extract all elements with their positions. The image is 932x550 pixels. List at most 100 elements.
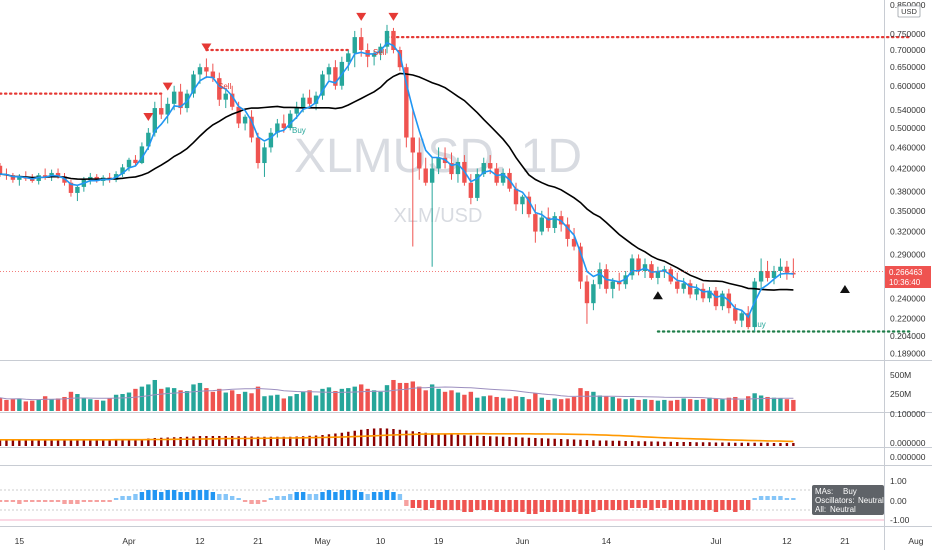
volume-bar-56: [359, 384, 364, 411]
volume-bar-95: [610, 396, 615, 411]
osc-bar-122: [785, 443, 789, 446]
volume-bar-51: [326, 387, 332, 411]
tech-bar-9: [55, 500, 61, 502]
candle-body-37: [236, 106, 241, 124]
rating-mas-value: Buy: [843, 487, 857, 496]
tech-bar-121: [778, 496, 783, 500]
volume-bar-72: [462, 394, 467, 411]
volume-bar-122: [784, 399, 790, 411]
volume-bar-23: [146, 384, 151, 411]
candle-body-71: [455, 161, 461, 175]
volume-bar-96: [617, 398, 622, 411]
tech-bar-112: [720, 500, 725, 510]
tech-bar-1: [4, 500, 9, 502]
tech-bar-64: [410, 500, 415, 508]
tech-bar-39: [249, 500, 254, 504]
osc-bar-64: [411, 431, 414, 446]
volume-bar-20: [126, 392, 132, 411]
candle-body-118: [758, 270, 764, 282]
tech-bar-46: [294, 492, 299, 500]
osc-bar-21: [134, 439, 137, 446]
rating-osc-label: Oscillators:: [815, 496, 855, 505]
tech-bar-63: [404, 500, 409, 506]
tech-bar-42: [268, 498, 274, 500]
tech-bar-32: [204, 490, 209, 500]
rating-all-value: Neutral: [830, 505, 856, 514]
candle-body-30: [191, 74, 196, 94]
osc-bar-81: [521, 437, 524, 446]
volume-bar-63: [404, 382, 409, 411]
candle-body-66: [423, 168, 428, 183]
tech-bar-4: [23, 500, 28, 502]
candle-body-84: [539, 217, 544, 232]
osc-axis-high: 0.100000: [890, 409, 926, 419]
osc-bar-59: [379, 428, 382, 446]
candle-body-38: [242, 116, 248, 124]
tech-axis-pos: 1.00: [890, 476, 907, 486]
osc-bar-10: [63, 439, 66, 446]
candle-body-99: [636, 258, 641, 271]
osc-bar-9: [56, 439, 60, 446]
candle-body-76: [488, 163, 493, 169]
volume-bar-30: [191, 384, 196, 411]
osc-bar-30: [192, 436, 195, 446]
sell-marker-2: [201, 43, 212, 52]
osc-bar-8: [50, 439, 53, 446]
osc-bar-75: [482, 436, 485, 446]
tech-bar-18: [113, 498, 119, 500]
tech-bar-70: [449, 500, 454, 510]
time-tick-6: 19: [434, 536, 444, 546]
tech-bar-69: [442, 500, 448, 510]
osc-bar-118: [759, 442, 763, 446]
osc-bar-102: [656, 441, 660, 446]
volume-bar-33: [210, 391, 216, 411]
osc-bar-18: [114, 439, 118, 446]
osc-bar-44: [282, 436, 285, 446]
candle-body-80: [513, 188, 519, 205]
candle-body-82: [526, 196, 532, 215]
tech-bar-23: [146, 490, 151, 500]
rating-all-label: All:: [815, 505, 826, 514]
osc-bar-31: [198, 436, 202, 446]
tech-bar-57: [365, 494, 370, 500]
volume-bar-10: [62, 396, 67, 411]
candle-body-43: [275, 123, 280, 133]
tech-bar-37: [236, 498, 241, 500]
volume-bar-11: [68, 391, 74, 411]
osc-bar-90: [579, 439, 582, 446]
osc-bar-27: [172, 437, 176, 446]
tech-bar-61: [391, 492, 396, 500]
volume-bar-41: [262, 396, 267, 411]
volume-bar-38: [242, 391, 248, 411]
tech-bar-10: [62, 500, 67, 504]
osc-axis-zero: 0.000000: [890, 438, 926, 448]
price-tick-15: 0.220000: [890, 313, 926, 323]
osc-bar-72: [463, 435, 466, 446]
candle-body-75: [481, 163, 486, 175]
candle-body-28: [178, 91, 183, 109]
candle-body-56: [359, 37, 364, 51]
tech-bar-66: [423, 500, 428, 510]
tech-bar-108: [694, 500, 699, 510]
volume-bar-85: [546, 399, 551, 411]
volume-bar-89: [571, 396, 577, 411]
volume-bar-78: [500, 397, 506, 411]
time-tick-0: 15: [15, 536, 25, 546]
osc-bar-16: [102, 439, 105, 446]
osc-bar-17: [108, 439, 111, 446]
tech-bar-96: [617, 500, 622, 510]
volume-bar-50: [320, 388, 325, 411]
volume-bar-2: [10, 399, 16, 411]
volume-bar-87: [558, 399, 564, 411]
tech-bar-83: [533, 500, 538, 514]
volume-bar-64: [410, 381, 415, 411]
tech-bar-98: [629, 500, 635, 508]
tech-bar-52: [333, 492, 338, 500]
price-tick-11: 0.320000: [890, 227, 926, 237]
osc-bar-80: [514, 437, 518, 446]
candle-body-60: [384, 30, 390, 47]
volume-bar-80: [513, 396, 519, 411]
tech-bar-78: [500, 500, 506, 512]
osc-bar-25: [160, 437, 163, 446]
volume-bar-40: [255, 386, 261, 411]
